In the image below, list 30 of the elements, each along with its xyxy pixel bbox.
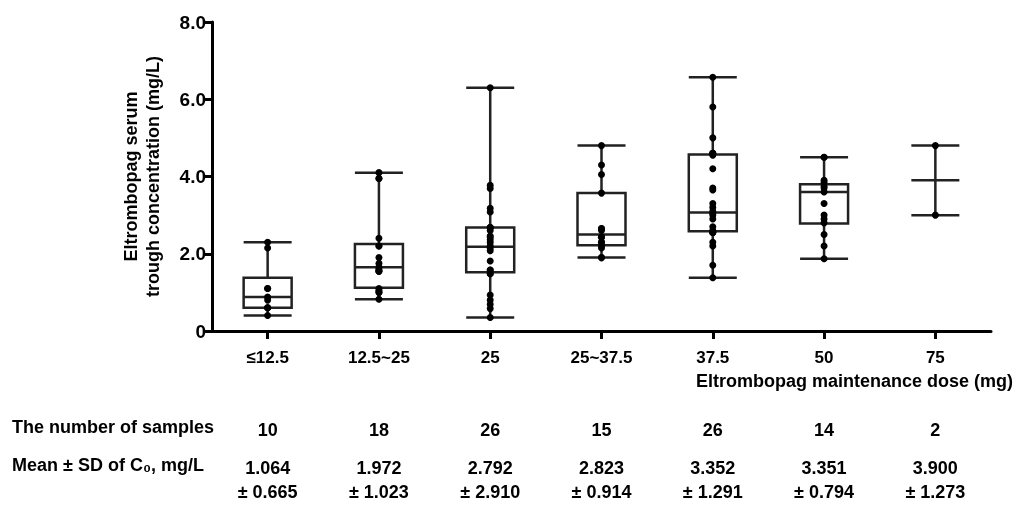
text: 14 bbox=[814, 420, 835, 440]
text: 1.064 ± 0.665 bbox=[237, 458, 298, 502]
x-tick-label: 37.5 bbox=[696, 348, 730, 367]
text: 18 bbox=[368, 420, 389, 440]
x-tick-label: 25 bbox=[480, 348, 500, 367]
x-tick-label: 12.5~25 bbox=[347, 348, 410, 367]
text: 3.352 ± 1.291 bbox=[682, 458, 743, 502]
text: 26 bbox=[480, 420, 501, 440]
y-axis-title: Eltrombopag serum trough concentration (mg/L) bbox=[121, 56, 163, 297]
y-tick-label: 0 bbox=[195, 320, 206, 342]
text: 2.823 ± 0.914 bbox=[571, 458, 632, 502]
text: 2 bbox=[930, 420, 941, 440]
text: 10 bbox=[257, 420, 278, 440]
x-tick-label: 25~37.5 bbox=[570, 348, 633, 367]
x-tick-label: ≤12.5 bbox=[246, 348, 289, 367]
text: 1.972 ± 1.023 bbox=[348, 458, 409, 502]
text: 15 bbox=[591, 420, 612, 440]
y-tick-label: 6.0 bbox=[179, 88, 206, 110]
text: 3.351 ± 0.794 bbox=[794, 458, 855, 502]
y-tick-label: 4.0 bbox=[179, 166, 206, 187]
text: 26 bbox=[702, 420, 723, 440]
text: 3.900 ± 1.273 bbox=[905, 458, 966, 502]
y-tick-label: 8.0 bbox=[179, 11, 206, 33]
text: 2.792 ± 2.910 bbox=[460, 458, 521, 502]
y-tick-label: 2.0 bbox=[179, 243, 206, 265]
x-tick-label: 50 bbox=[814, 348, 834, 367]
text: The number of samples bbox=[12, 417, 215, 437]
x-axis-title: Eltrombopag maintenance dose (mg) bbox=[695, 371, 1014, 391]
text: Mean ± SD of C₀, mg/L bbox=[12, 455, 204, 475]
x-tick-label: 75 bbox=[925, 348, 945, 367]
